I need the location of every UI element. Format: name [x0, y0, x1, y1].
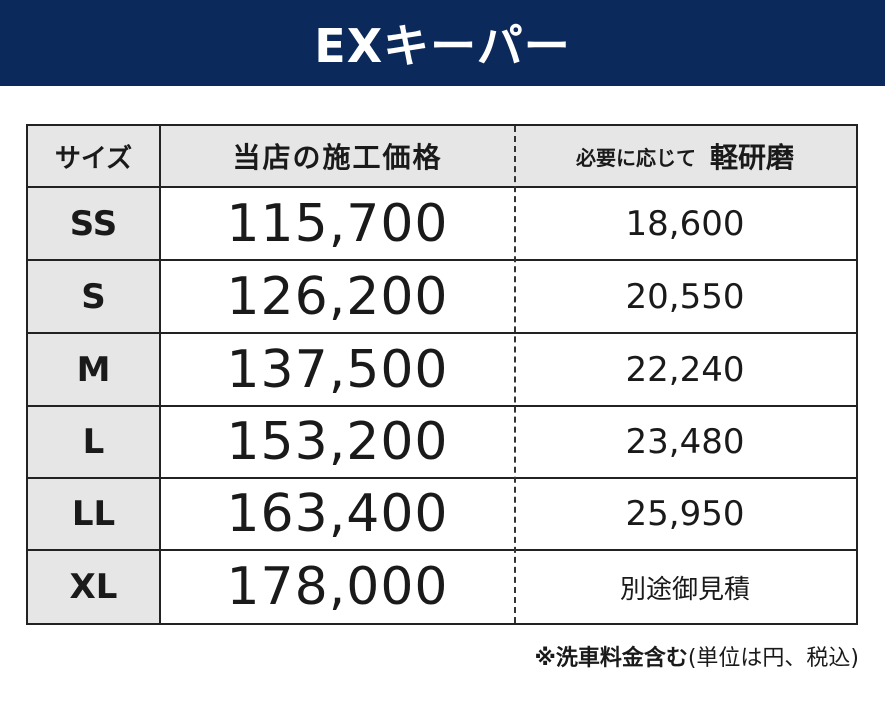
price-cell: 137,500 — [226, 339, 449, 400]
price-table: サイズ 当店の施工価格 必要に応じて 軽研磨 SS 115,700 18,600… — [26, 124, 858, 625]
polish-prefix: 必要に応じて — [575, 145, 696, 170]
title-banner: EXキーパー — [0, 0, 885, 86]
column-header-price: 当店の施工価格 — [161, 126, 514, 186]
table-row: SS 115,700 18,600 — [28, 188, 856, 261]
polish-cell: 20,550 — [625, 276, 745, 317]
footnote-bold: ※洗車料金含む — [534, 646, 688, 671]
size-cell: L — [28, 407, 161, 477]
price-cell: 178,000 — [226, 557, 449, 617]
polish-cell: 23,480 — [625, 422, 745, 462]
polish-cell: 22,240 — [625, 349, 745, 390]
table-row: XL 178,000 別途御見積 — [28, 551, 856, 623]
column-header-size: サイズ — [28, 126, 161, 186]
polish-strong: 軽研磨 — [709, 141, 794, 174]
size-cell: S — [28, 261, 161, 332]
price-cell: 163,400 — [226, 484, 449, 544]
table-row: S 126,200 20,550 — [28, 261, 856, 334]
footnote-normal: (単位は円、税込) — [687, 646, 859, 671]
price-cell: 126,200 — [226, 266, 449, 327]
size-cell: M — [28, 334, 161, 405]
table-row: M 137,500 22,240 — [28, 334, 856, 407]
price-cell: 153,200 — [226, 412, 449, 472]
polish-cell: 別途御見積 — [619, 574, 750, 605]
column-divider-dashed — [514, 126, 516, 623]
size-cell: LL — [28, 479, 161, 549]
column-header-polish: 必要に応じて 軽研磨 — [514, 126, 856, 186]
table-header-row: サイズ 当店の施工価格 必要に応じて 軽研磨 — [28, 126, 856, 188]
size-cell: XL — [28, 551, 161, 623]
polish-cell: 25,950 — [625, 494, 745, 534]
page-title: EXキーパー — [314, 19, 571, 73]
price-cell: 115,700 — [226, 193, 449, 254]
table-row: LL 163,400 25,950 — [28, 479, 856, 551]
footnote: ※洗車料金含む(単位は円、税込) — [534, 640, 859, 672]
table-row: L 153,200 23,480 — [28, 407, 856, 479]
size-cell: SS — [28, 188, 161, 259]
polish-cell: 18,600 — [625, 203, 745, 244]
